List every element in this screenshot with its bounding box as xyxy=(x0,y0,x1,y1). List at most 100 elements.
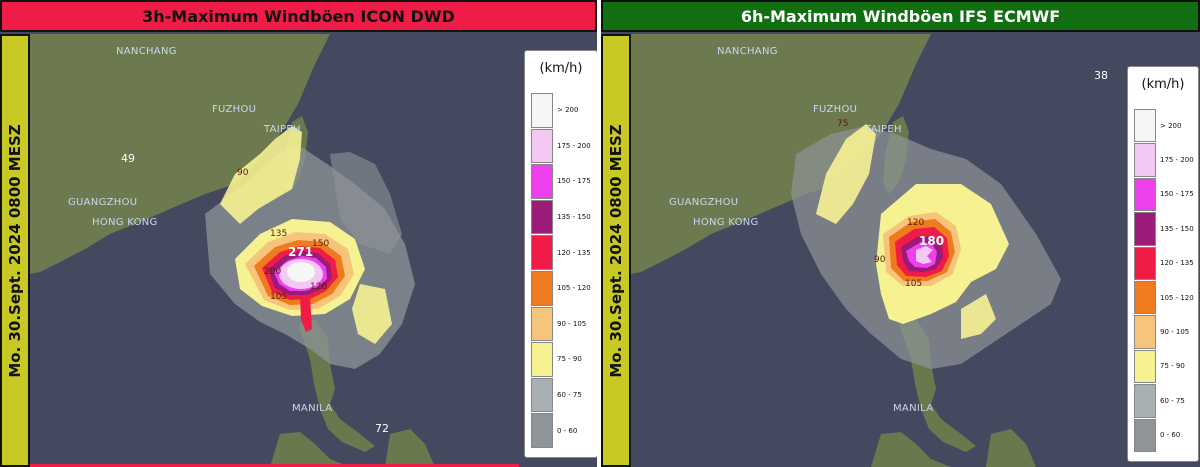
wind-gust-map: NANCHANG FUZHOU TAIPEH GUANGZHOU HONG KO… xyxy=(30,34,597,467)
contour-label: 200 xyxy=(264,267,281,277)
legend-label: 105 - 120 xyxy=(557,284,591,293)
city-label: NANCHANG xyxy=(116,46,177,57)
legend-label: 175 - 200 xyxy=(1160,156,1194,165)
legend-unit: (km/h) xyxy=(539,61,583,76)
legend-swatch xyxy=(531,342,553,377)
legend-label: 150 - 175 xyxy=(557,177,591,186)
legend-item: 120 - 135 xyxy=(531,235,591,270)
date-bar: Mo. 30.Sept. 2024 0800 MESZ xyxy=(601,34,631,467)
panel-title-text: 3h-Maximum Windböen ICON DWD xyxy=(142,6,455,26)
legend-label: > 200 xyxy=(557,106,579,115)
gust-zone-175-200 xyxy=(916,246,933,264)
mainland-land xyxy=(30,34,330,274)
legend-swatch xyxy=(531,377,553,413)
legend-item: > 200 xyxy=(1134,109,1182,143)
legend-label: 60 - 75 xyxy=(1160,396,1185,405)
legend-swatch xyxy=(1134,281,1156,315)
max-value: 49 xyxy=(121,152,135,165)
legend-item: 175 - 200 xyxy=(531,128,591,164)
legend-label: 135 - 150 xyxy=(557,213,591,222)
legend-item: 150 - 175 xyxy=(531,164,591,199)
ifs-ecmwf-panel: 6h-Maximum Windböen IFS ECMWF Mo. 30.Sep… xyxy=(601,0,1200,467)
legend-unit: (km/h) xyxy=(1141,77,1185,92)
city-label: HONG KONG xyxy=(693,217,759,228)
date-label: Mo. 30.Sept. 2024 0800 MESZ xyxy=(607,123,625,378)
gust-zone-over-200 xyxy=(287,262,315,282)
legend-label: 90 - 105 xyxy=(1160,328,1190,337)
contour-label: 90 xyxy=(874,255,886,265)
city-label: FUZHOU xyxy=(813,104,857,115)
legend-swatch xyxy=(1134,418,1156,452)
legend-label: 175 - 200 xyxy=(557,141,591,150)
gust-legend: (km/h) > 200 175 - 200 150 - 175 135 - 150 1… xyxy=(524,50,597,458)
mainland-land xyxy=(631,34,931,274)
legend-label: 135 - 150 xyxy=(1160,224,1194,233)
legend-item: 105 - 120 xyxy=(1134,281,1194,315)
gust-zone-75-90-east xyxy=(961,294,996,339)
legend-item: 135 - 150 xyxy=(1134,212,1194,246)
legend-item: 0 - 60 xyxy=(531,413,577,448)
legend-label: 120 - 135 xyxy=(557,248,591,257)
contour-label: 105 xyxy=(905,279,922,289)
legend-swatch xyxy=(1134,384,1156,418)
legend-swatch xyxy=(531,164,553,199)
contour-label: 90 xyxy=(237,168,249,178)
legend-swatch xyxy=(531,271,553,306)
gust-zone-75-90-north xyxy=(220,126,302,224)
legend-swatch xyxy=(531,199,553,235)
date-bar: Mo. 30.Sept. 2024 0800 MESZ xyxy=(0,34,30,467)
samar-land xyxy=(986,429,1036,467)
legend-item: > 200 xyxy=(531,93,578,128)
max-value: 180 xyxy=(919,234,944,248)
max-value: 271 xyxy=(288,245,313,259)
contour-label: 135 xyxy=(270,229,287,239)
legend-item: 0 - 60 xyxy=(1134,418,1181,452)
visayas-land xyxy=(270,432,350,467)
legend-label: 0 - 60 xyxy=(557,426,578,435)
legend-item: 75 - 90 xyxy=(1134,349,1185,384)
legend-item: 90 - 105 xyxy=(531,306,587,342)
legend-swatch xyxy=(1134,315,1156,349)
legend-swatch xyxy=(531,306,553,342)
legend-swatch xyxy=(531,128,553,164)
legend-item: 120 - 135 xyxy=(1134,246,1194,280)
city-label: GUANGZHOU xyxy=(68,197,137,208)
legend-label: 0 - 60 xyxy=(1160,431,1181,440)
legend-label: 105 - 120 xyxy=(1160,293,1194,302)
legend-item: 105 - 120 xyxy=(531,271,591,306)
samar-land xyxy=(385,429,435,467)
legend-label: 150 - 175 xyxy=(1160,190,1194,199)
city-label: MANILA xyxy=(893,403,933,414)
legend-swatch xyxy=(531,413,553,448)
date-label: Mo. 30.Sept. 2024 0800 MESZ xyxy=(6,123,24,378)
contour-label: 120 xyxy=(907,218,924,228)
legend-swatch xyxy=(531,93,553,128)
city-label: GUANGZHOU xyxy=(669,197,738,208)
gust-zone-60-75-north xyxy=(330,152,402,254)
legend-item: 60 - 75 xyxy=(531,377,582,413)
legend-swatch xyxy=(1134,143,1156,177)
legend-item: 75 - 90 xyxy=(531,342,582,377)
legend-label: 75 - 90 xyxy=(557,355,582,364)
gust-zone-75-90-north xyxy=(816,124,876,224)
legend-label: > 200 xyxy=(1160,121,1182,130)
city-label: TAIPEH xyxy=(263,124,301,135)
legend-item: 135 - 150 xyxy=(531,199,591,235)
contour-label: 120 xyxy=(310,282,327,292)
legend-item: 150 - 175 xyxy=(1134,177,1194,212)
max-value: 38 xyxy=(1094,69,1108,82)
legend-item: 175 - 200 xyxy=(1134,143,1194,177)
panel-title-text: 6h-Maximum Windböen IFS ECMWF xyxy=(740,6,1061,26)
wind-gust-map: NANCHANG FUZHOU TAIPEH GUANGZHOU HONG KO… xyxy=(631,34,1200,467)
legend-item: 60 - 75 xyxy=(1134,384,1185,418)
title-underline xyxy=(30,464,519,467)
city-label: HONG KONG xyxy=(92,217,158,228)
icon-dwd-panel: 3h-Maximum Windböen ICON DWD Mo. 30.Sept… xyxy=(0,0,597,467)
legend-swatch xyxy=(531,235,553,270)
gust-zone-120-135-tail xyxy=(300,296,312,332)
legend-label: 90 - 105 xyxy=(557,319,587,328)
visayas-land xyxy=(871,432,951,467)
legend-label: 120 - 135 xyxy=(1160,259,1194,268)
gust-zone-75-90-east xyxy=(352,284,392,344)
city-label: FUZHOU xyxy=(212,104,256,115)
